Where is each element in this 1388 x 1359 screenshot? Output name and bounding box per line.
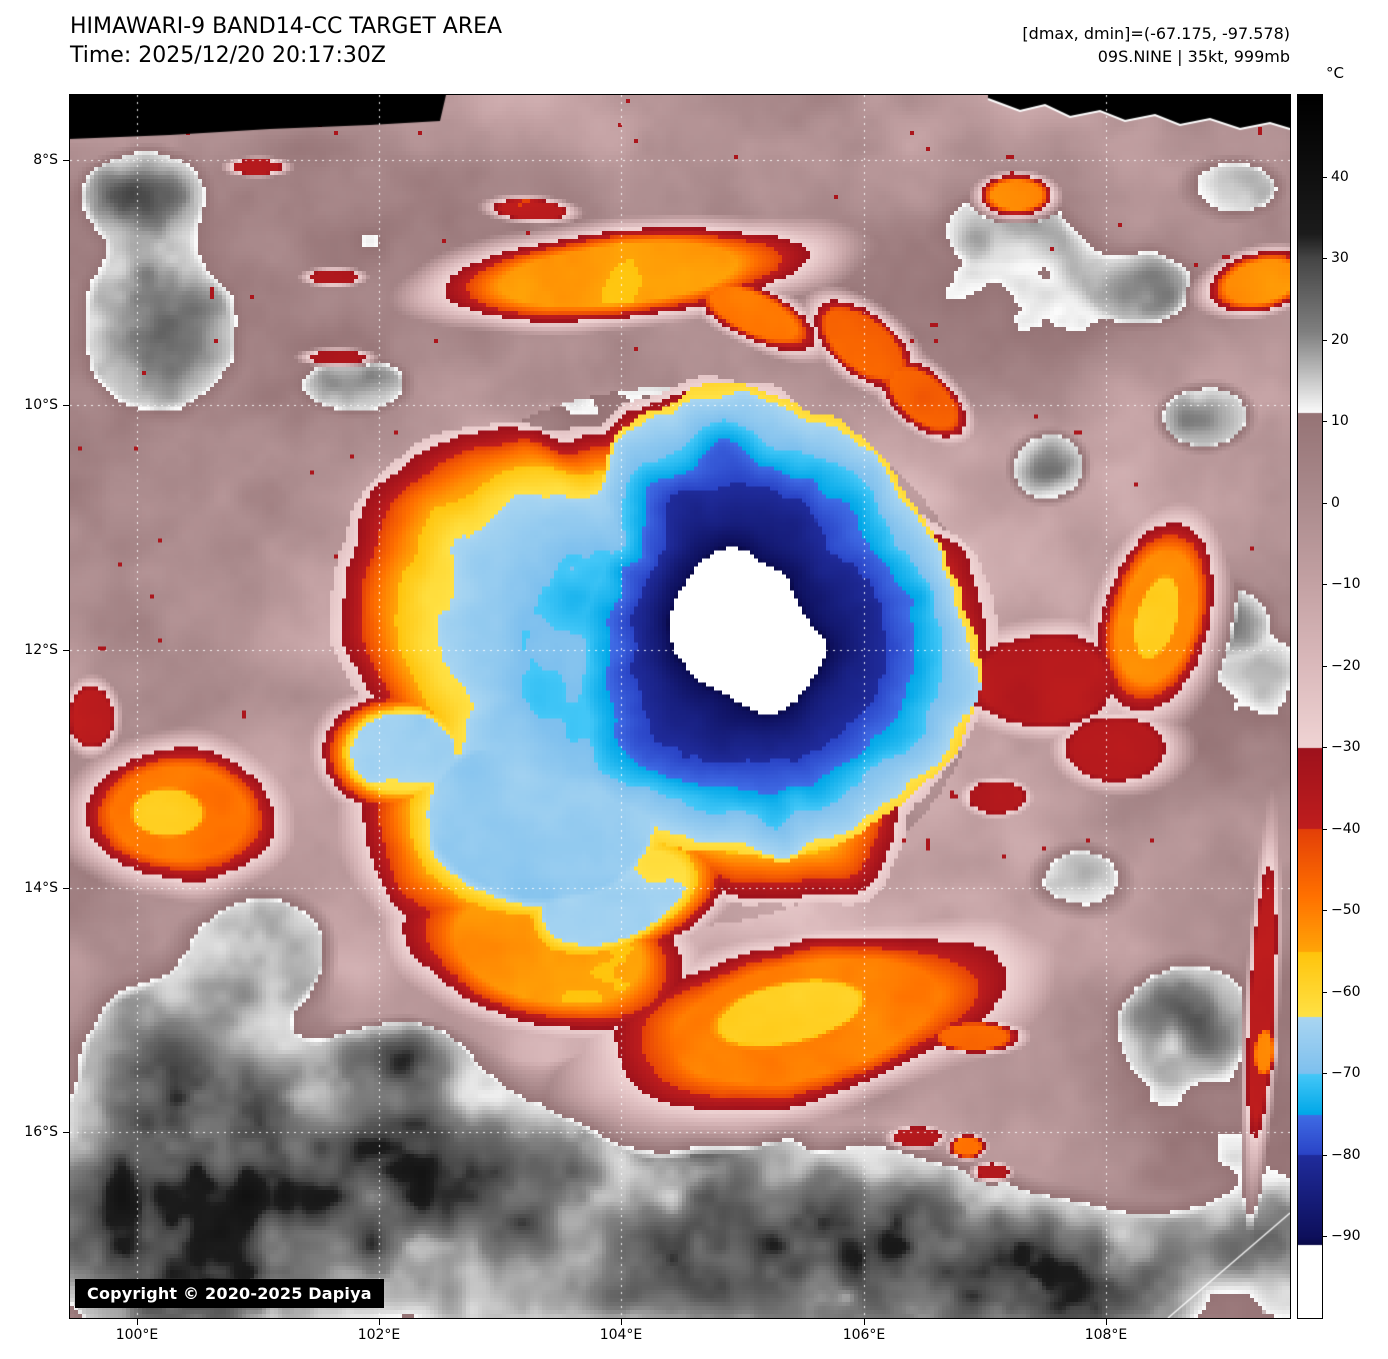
lat-tick-label: 14°S bbox=[24, 880, 58, 896]
colorbar-tick-label: −20 bbox=[1331, 657, 1361, 674]
map-overlay-canvas bbox=[70, 95, 1290, 1318]
colorbar-tick-label: 10 bbox=[1331, 413, 1349, 430]
colorbar-tick-mark bbox=[1323, 339, 1327, 341]
colorbar-tick-mark bbox=[1323, 176, 1327, 178]
colorbar-tick-mark bbox=[1323, 747, 1327, 749]
colorbar-tick-label: −30 bbox=[1331, 739, 1361, 756]
colorbar-tick-label: −50 bbox=[1331, 902, 1361, 919]
figure-header: HIMAWARI-9 BAND14-CC TARGET AREA Time: 2… bbox=[70, 14, 502, 68]
colorbar-tick-mark bbox=[1323, 910, 1327, 912]
lat-tick-mark bbox=[63, 160, 69, 161]
lon-tick-mark bbox=[137, 1319, 138, 1325]
lon-tick-mark bbox=[1106, 1319, 1107, 1325]
copyright-badge: Copyright © 2020-2025 Dapiya bbox=[75, 1279, 384, 1308]
lon-tick-label: 106°E bbox=[842, 1327, 886, 1343]
lat-tick-mark bbox=[63, 405, 69, 406]
colorbar-tick-label: −60 bbox=[1331, 983, 1361, 1000]
lat-tick-mark bbox=[63, 888, 69, 889]
figure-title: HIMAWARI-9 BAND14-CC TARGET AREA bbox=[70, 14, 503, 39]
colorbar-tick-label: −90 bbox=[1331, 1228, 1361, 1245]
colorbar-tick-label: 30 bbox=[1331, 250, 1349, 267]
colorbar-tick-mark bbox=[1323, 1154, 1327, 1156]
storm-info: 09S.NINE | 35kt, 999mb bbox=[1097, 47, 1290, 67]
dmax-dmin-readout: [dmax, dmin]=(-67.175, -97.578) bbox=[1022, 24, 1290, 43]
lon-tick-label: 102°E bbox=[357, 1327, 401, 1343]
colorbar-tick-mark bbox=[1323, 1073, 1327, 1075]
lon-tick-label: 108°E bbox=[1084, 1327, 1128, 1343]
figure-time: Time: 2025/12/20 20:17:30Z bbox=[70, 43, 386, 68]
map-plot-area: Copyright © 2020-2025 Dapiya bbox=[69, 94, 1291, 1319]
colorbar-tick-label: −70 bbox=[1331, 1065, 1361, 1082]
colorbar-tick-mark bbox=[1323, 828, 1327, 830]
colorbar-tick-mark bbox=[1323, 1236, 1327, 1238]
colorbar-tick-label: 20 bbox=[1331, 331, 1349, 348]
colorbar-tick-label: 0 bbox=[1331, 494, 1340, 511]
lat-tick-mark bbox=[63, 650, 69, 651]
lat-tick-mark bbox=[63, 1132, 69, 1133]
colorbar-tick-mark bbox=[1323, 421, 1327, 423]
colorbar-tick-mark bbox=[1323, 665, 1327, 667]
lon-tick-label: 100°E bbox=[115, 1327, 159, 1343]
colorbar-tick-label: −40 bbox=[1331, 820, 1361, 837]
colorbar-tick-mark bbox=[1323, 991, 1327, 993]
lat-tick-label: 10°S bbox=[24, 397, 58, 413]
figure-annotations: [dmax, dmin]=(-67.175, -97.578) 09S.NINE… bbox=[1022, 22, 1290, 68]
colorbar-tick-mark bbox=[1323, 584, 1327, 586]
lon-tick-mark bbox=[379, 1319, 380, 1325]
lat-tick-label: 8°S bbox=[33, 152, 58, 168]
lon-tick-mark bbox=[621, 1319, 622, 1325]
lon-tick-mark bbox=[864, 1319, 865, 1325]
colorbar-tick-mark bbox=[1323, 258, 1327, 260]
colorbar bbox=[1297, 94, 1323, 1319]
colorbar-unit-label: °C bbox=[1326, 64, 1344, 82]
colorbar-canvas bbox=[1298, 95, 1322, 1318]
lat-tick-label: 12°S bbox=[24, 642, 58, 658]
colorbar-tick-label: −10 bbox=[1331, 576, 1361, 593]
lon-tick-label: 104°E bbox=[599, 1327, 643, 1343]
colorbar-tick-label: 40 bbox=[1331, 168, 1349, 185]
colorbar-tick-label: −80 bbox=[1331, 1146, 1361, 1163]
lat-tick-label: 16°S bbox=[24, 1124, 58, 1140]
colorbar-tick-mark bbox=[1323, 502, 1327, 504]
